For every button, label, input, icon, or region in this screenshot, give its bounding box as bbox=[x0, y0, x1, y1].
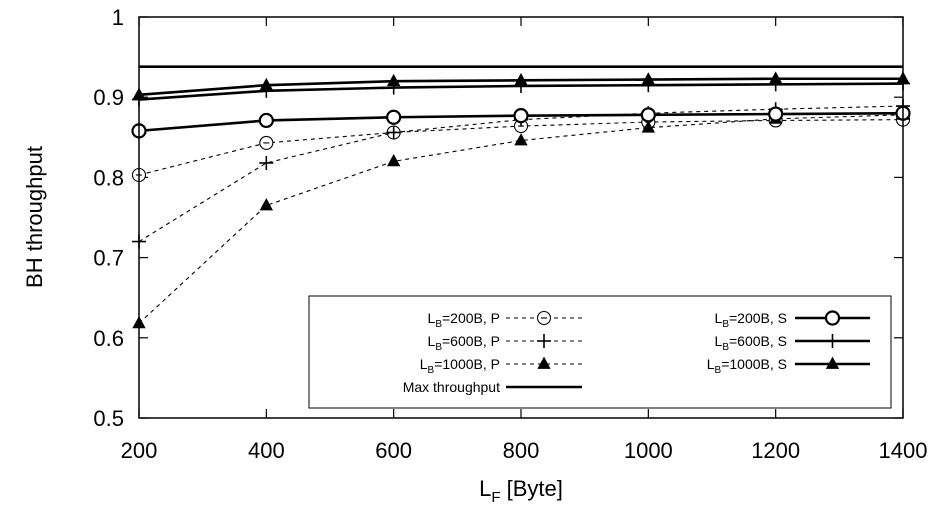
y-tick-label: 0.9 bbox=[93, 85, 124, 110]
legend-marker bbox=[536, 310, 552, 326]
x-tick-label: 600 bbox=[375, 438, 412, 463]
legend-label-rest: =1000B, S bbox=[721, 356, 787, 372]
data-point-p200 bbox=[259, 135, 274, 150]
y-tick-label: 0.6 bbox=[93, 326, 124, 351]
legend-label: Max throughput bbox=[403, 379, 500, 395]
data-point-s200 bbox=[386, 109, 402, 125]
data-point-p600 bbox=[386, 125, 401, 140]
legend-marker bbox=[825, 356, 840, 369]
legend-marker bbox=[825, 334, 840, 348]
x-tick-label: 1000 bbox=[624, 438, 673, 463]
legend-label-rest: Max throughput bbox=[403, 379, 500, 395]
y-tick-label: 0.5 bbox=[93, 406, 124, 431]
data-point-p1000 bbox=[641, 120, 656, 133]
data-point-p1000 bbox=[386, 154, 401, 167]
x-axis-label-sub: F bbox=[491, 489, 500, 506]
legend-entry-max: Max throughput bbox=[403, 379, 582, 395]
legend-label-sub: B bbox=[722, 342, 729, 353]
data-point-s1000 bbox=[259, 77, 274, 91]
legend-label-rest: =200B, P bbox=[442, 310, 500, 326]
y-tick-label: 0.7 bbox=[93, 246, 124, 271]
data-point-s200 bbox=[258, 112, 274, 129]
data-point-s200 bbox=[513, 108, 529, 124]
y-tick-label: 1 bbox=[112, 5, 124, 30]
legend-label: LB=600B, P bbox=[428, 333, 500, 353]
legend-label-base: L bbox=[428, 310, 436, 326]
data-point-s200 bbox=[640, 107, 656, 123]
data-point-s200 bbox=[768, 106, 784, 122]
y-axis-label: BH throughput bbox=[22, 146, 47, 288]
legend-entry-p200: LB=200B, P bbox=[428, 310, 582, 330]
legend-label-sub: B bbox=[428, 365, 435, 376]
x-axis-label-base: L bbox=[479, 476, 491, 501]
data-point-s1000 bbox=[641, 72, 656, 85]
legend-label-base: L bbox=[715, 310, 723, 326]
legend-label-rest: =600B, P bbox=[442, 333, 500, 349]
legend-label-sub: B bbox=[722, 319, 729, 330]
data-point-s1000 bbox=[768, 71, 783, 84]
legend-label: LB=1000B, P bbox=[420, 356, 500, 376]
legend-label: LB=200B, P bbox=[428, 310, 500, 330]
legend-label-base: L bbox=[715, 333, 723, 349]
legend-entry-p600: LB=600B, P bbox=[428, 333, 582, 353]
x-tick-label: 800 bbox=[503, 438, 540, 463]
legend-label-rest: =1000B, P bbox=[434, 356, 500, 372]
legend-label: LB=200B, S bbox=[715, 310, 787, 330]
legend-marker bbox=[537, 356, 551, 369]
tick-labels: 200 400 600 800 1000 1200 1400 0.5 0.6 0.7 0.8 0.9 1 bbox=[93, 5, 927, 463]
series-p1000 bbox=[132, 107, 910, 329]
legend-marker bbox=[824, 310, 841, 326]
legend-entry-p1000: LB=1000B, P bbox=[420, 356, 582, 376]
legend-label-base: L bbox=[707, 356, 715, 372]
legend-box bbox=[308, 295, 892, 409]
legend-label-rest: =600B, S bbox=[729, 333, 787, 349]
legend-label-sub: B bbox=[715, 365, 722, 376]
legend-label-base: L bbox=[428, 333, 436, 349]
plot-frame bbox=[138, 16, 904, 419]
x-axis-label: LF [Byte] bbox=[479, 476, 563, 506]
legend-label: LB=1000B, S bbox=[707, 356, 787, 376]
series-layer bbox=[131, 65, 911, 329]
legend-entry-s1000: LB=1000B, S bbox=[707, 356, 870, 376]
data-point-s1000 bbox=[514, 73, 528, 86]
series-line-p1000 bbox=[138, 114, 904, 324]
legend-marker bbox=[537, 334, 551, 348]
x-tick-label: 200 bbox=[121, 438, 158, 463]
legend-entry-s600: LB=600B, S bbox=[715, 333, 870, 353]
data-point-s1000 bbox=[386, 73, 401, 87]
x-tick-label: 400 bbox=[248, 438, 285, 463]
legend-label-base: L bbox=[420, 356, 428, 372]
y-tick-label: 0.8 bbox=[93, 165, 124, 190]
legend-entry-s200: LB=200B, S bbox=[715, 310, 870, 330]
legend-label-rest: =200B, S bbox=[729, 310, 787, 326]
data-point-p600 bbox=[259, 155, 274, 170]
data-point-p1000 bbox=[259, 198, 274, 211]
data-point-p1000 bbox=[514, 133, 528, 146]
x-tick-label: 1400 bbox=[879, 438, 928, 463]
x-axis-label-rest: [Byte] bbox=[501, 476, 563, 501]
legend-label-sub: B bbox=[435, 319, 442, 330]
x-tick-label: 1200 bbox=[751, 438, 800, 463]
legend-label: LB=600B, S bbox=[715, 333, 787, 353]
legend-label-sub: B bbox=[435, 342, 442, 353]
